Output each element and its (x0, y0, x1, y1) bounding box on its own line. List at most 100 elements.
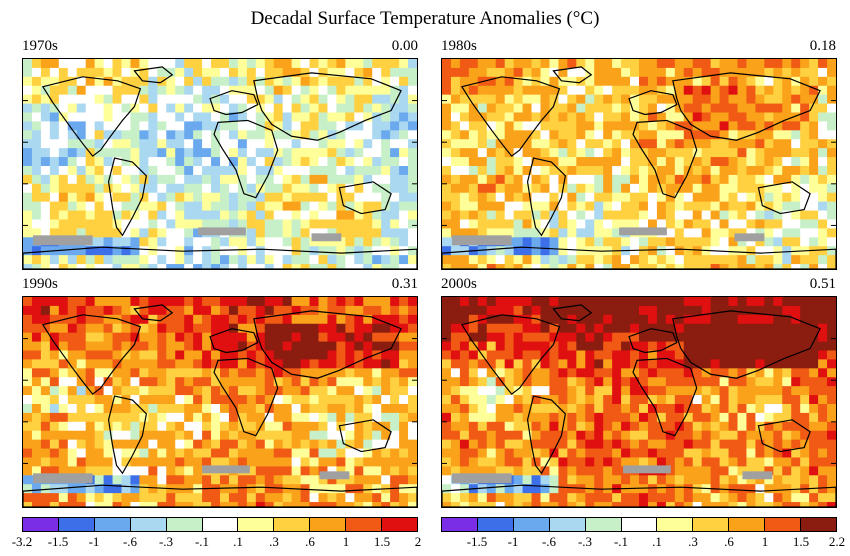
colorbar-tick-label: 1.5 (792, 534, 810, 549)
coastline (460, 76, 561, 157)
anomaly-field (23, 59, 417, 269)
colorbar-tick-label: 1 (761, 534, 769, 549)
colorbar-tick-label: -.3 (158, 534, 174, 549)
missing-data-patch (619, 227, 667, 236)
anomaly-map-1970s (22, 58, 418, 270)
colorbar-swatch (442, 518, 478, 531)
coastline (107, 157, 148, 237)
coastline (133, 304, 174, 322)
colorbar-tick-label: -.6 (122, 534, 138, 549)
missing-data-patch (198, 227, 246, 236)
colorbar-tick-label: -3.2 (11, 534, 33, 549)
panel-anomaly-value-2000s: 0.51 (809, 276, 836, 292)
colorbar-tick-label: 1.5 (373, 534, 391, 549)
colorbar-tick-label: .3 (688, 534, 698, 549)
coastline (672, 310, 821, 379)
panel-anomaly-value-1990s: 0.31 (391, 276, 418, 292)
missing-data-patch (451, 473, 512, 484)
colorbar-swatch (166, 518, 203, 531)
coastline (442, 246, 836, 269)
coastline (338, 419, 392, 453)
panel-anomaly-value-1980s: 0.18 (809, 38, 836, 54)
colorbar-tick-label: -.1 (194, 534, 210, 549)
coastline (133, 66, 174, 84)
colorbar-tick-label: -1.5 (47, 534, 69, 549)
missing-data-patch (623, 465, 671, 474)
panel-anomaly-value-1970s: 0.00 (391, 38, 418, 54)
missing-data-patch (32, 235, 93, 246)
panel-decade-label-1990s: 1990s (22, 276, 58, 292)
coastline (209, 328, 259, 354)
colorbar-tick-label: 2 (414, 534, 422, 549)
colorbar-tick-label: -.1 (613, 534, 629, 549)
colorbar-tick-label: -.6 (541, 534, 557, 549)
coastline (552, 66, 593, 84)
colorbar-tick-label: .6 (724, 534, 734, 549)
colorbar-tick-label: .3 (269, 534, 279, 549)
colorbar-swatch (94, 518, 131, 531)
colorbar-swatch (585, 518, 622, 531)
colorbar-left (22, 517, 418, 532)
colorbar-right (441, 517, 837, 532)
anomaly-field (442, 59, 836, 269)
coastline (628, 90, 678, 116)
coastline (632, 119, 698, 199)
panel-decade-label-1980s: 1980s (441, 38, 477, 54)
colorbar-swatch (346, 518, 383, 531)
colorbar-tick-label: .1 (233, 534, 243, 549)
colorbar-swatch (513, 518, 550, 531)
coastline (757, 419, 811, 453)
anomaly-map-1990s (22, 296, 418, 508)
coastline (253, 310, 402, 379)
missing-data-patch (202, 465, 250, 474)
coastline (552, 304, 593, 322)
colorbar-swatch (23, 518, 59, 531)
coastline (253, 72, 402, 141)
colorbar-swatch (58, 518, 95, 531)
missing-data-patch (319, 471, 350, 480)
anomaly-map-2000s (441, 296, 837, 508)
coastline (213, 357, 279, 437)
coastline (460, 314, 561, 395)
panel-decade-label-1970s: 1970s (22, 38, 58, 54)
colorbar-swatch (382, 518, 417, 531)
coastline (672, 72, 821, 141)
colorbar-swatch (477, 518, 514, 531)
coastline (526, 157, 567, 237)
coastline (41, 76, 142, 157)
colorbar-swatch (801, 518, 836, 531)
missing-data-patch (734, 233, 765, 242)
coastline (338, 181, 392, 215)
missing-data-patch (742, 471, 773, 480)
colorbar-swatch (310, 518, 347, 531)
colorbar-swatch (274, 518, 311, 531)
missing-data-patch (451, 235, 512, 246)
missing-data-patch (311, 233, 342, 242)
coastline (442, 484, 836, 507)
colorbar-tick-label: -.3 (577, 534, 593, 549)
coastline (23, 246, 417, 269)
coastline (628, 328, 678, 354)
colorbar-tick-label: .6 (305, 534, 315, 549)
anomaly-map-1980s (441, 58, 837, 270)
colorbar-tick-label: -1 (88, 534, 100, 549)
colorbar-swatch (657, 518, 694, 531)
coastline (23, 484, 417, 507)
coastline (107, 395, 148, 475)
colorbar-swatch (621, 518, 658, 531)
colorbar-tick-label: 1 (342, 534, 350, 549)
colorbar-swatch (729, 518, 766, 531)
coastline (526, 395, 567, 475)
colorbar-tick-label: -1.5 (466, 534, 488, 549)
figure-title: Decadal Surface Temperature Anomalies (°… (250, 8, 600, 29)
coastline (41, 314, 142, 395)
colorbar-swatch (693, 518, 730, 531)
coastline (209, 90, 259, 116)
colorbar-swatch (549, 518, 586, 531)
panel-decade-label-2000s: 2000s (441, 276, 477, 292)
colorbar-tick-label: 2.2 (828, 534, 846, 549)
colorbar-swatch (130, 518, 167, 531)
colorbar-swatch (238, 518, 275, 531)
coastline (213, 119, 279, 199)
coastline (757, 181, 811, 215)
